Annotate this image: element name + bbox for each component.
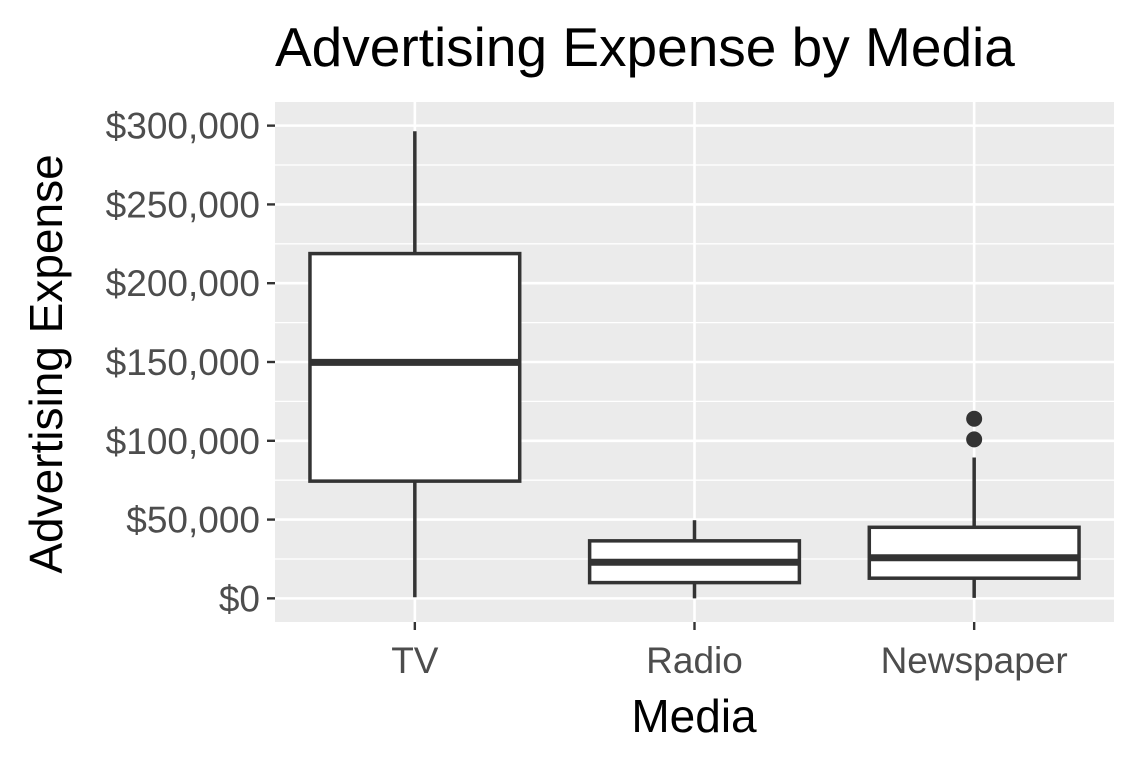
y-axis: $0 $50,000 $100,000 $150,000 $200,000 $250,00… (106, 106, 275, 619)
x-tick-label: TV (391, 640, 439, 681)
box-newspaper (867, 410, 1081, 598)
iqr-box (867, 525, 1081, 580)
y-tick-label: $150,000 (106, 342, 260, 383)
y-tick-label: $250,000 (106, 184, 260, 225)
y-tick-label: $200,000 (106, 263, 260, 304)
y-tick-label: $300,000 (106, 106, 260, 147)
box-tv (308, 131, 522, 598)
box-series (308, 131, 1081, 599)
y-tick-label: $50,000 (126, 500, 260, 541)
iqr-box (308, 251, 522, 483)
x-axis-title: Media (631, 690, 757, 742)
y-tick-label: $100,000 (106, 421, 260, 462)
outlier-point (966, 431, 983, 448)
y-tick-label: $0 (219, 578, 260, 619)
x-axis: TV Radio Newspaper (391, 622, 1068, 681)
y-axis-title: Advertising Expense (20, 154, 72, 573)
box-radio (587, 520, 802, 599)
x-tick-label: Newspaper (881, 640, 1068, 681)
outlier-point (966, 410, 983, 427)
chart-title: Advertising Expense by Media (275, 16, 1015, 78)
x-tick-label: Radio (646, 640, 743, 681)
